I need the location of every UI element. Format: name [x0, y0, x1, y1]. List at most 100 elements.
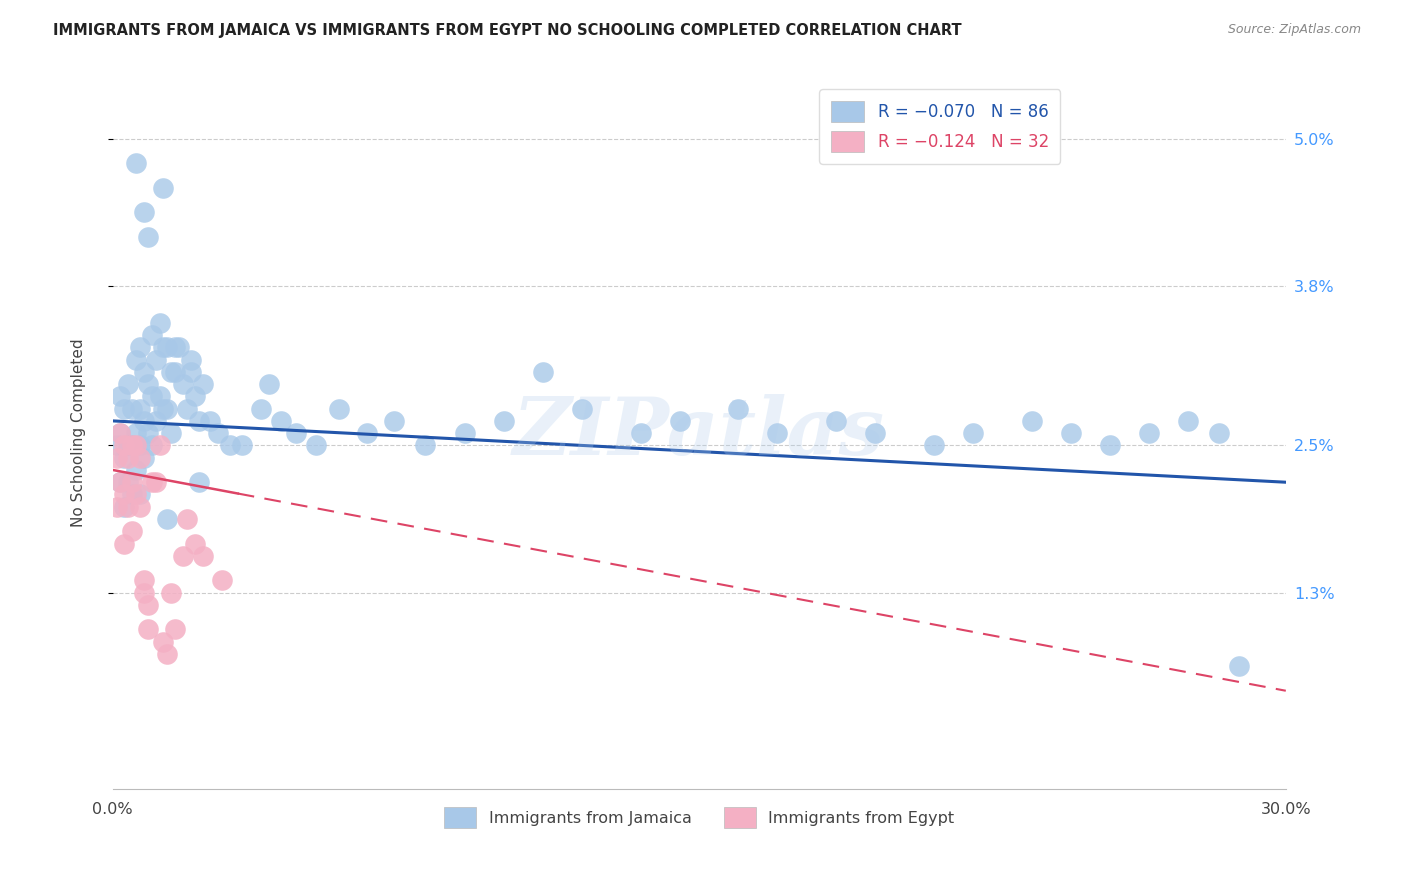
Point	[191, 549, 214, 563]
Point	[165, 340, 187, 354]
Point	[110, 475, 132, 490]
Point	[152, 181, 174, 195]
Point	[187, 414, 209, 428]
Point	[117, 500, 139, 514]
Point	[117, 377, 139, 392]
Point	[105, 500, 128, 514]
Point	[250, 401, 273, 416]
Point	[125, 352, 148, 367]
Point	[141, 389, 163, 403]
Point	[211, 574, 233, 588]
Point	[531, 365, 554, 379]
Point	[129, 340, 152, 354]
Point	[219, 438, 242, 452]
Point	[172, 549, 194, 563]
Point	[176, 512, 198, 526]
Point	[132, 450, 155, 465]
Point	[328, 401, 350, 416]
Point	[962, 426, 984, 441]
Point	[630, 426, 652, 441]
Point	[415, 438, 437, 452]
Point	[112, 500, 135, 514]
Point	[132, 205, 155, 219]
Point	[121, 475, 143, 490]
Point	[110, 426, 132, 441]
Point	[110, 389, 132, 403]
Point	[160, 426, 183, 441]
Point	[132, 574, 155, 588]
Point	[117, 475, 139, 490]
Point	[382, 414, 405, 428]
Point	[136, 598, 159, 612]
Point	[180, 365, 202, 379]
Point	[571, 401, 593, 416]
Point	[110, 426, 132, 441]
Point	[160, 365, 183, 379]
Point	[172, 377, 194, 392]
Point	[136, 623, 159, 637]
Point	[125, 426, 148, 441]
Point	[492, 414, 515, 428]
Point	[145, 414, 167, 428]
Point	[160, 585, 183, 599]
Point	[129, 487, 152, 501]
Point	[156, 340, 179, 354]
Text: ZIPatlas: ZIPatlas	[513, 394, 886, 472]
Point	[105, 450, 128, 465]
Point	[184, 536, 207, 550]
Point	[152, 634, 174, 648]
Point	[121, 438, 143, 452]
Point	[1021, 414, 1043, 428]
Text: IMMIGRANTS FROM JAMAICA VS IMMIGRANTS FROM EGYPT NO SCHOOLING COMPLETED CORRELAT: IMMIGRANTS FROM JAMAICA VS IMMIGRANTS FR…	[53, 23, 962, 38]
Point	[121, 524, 143, 539]
Point	[285, 426, 308, 441]
Point	[121, 487, 143, 501]
Point	[136, 230, 159, 244]
Point	[668, 414, 690, 428]
Point	[167, 340, 190, 354]
Point	[1060, 426, 1083, 441]
Point	[1098, 438, 1121, 452]
Point	[1208, 426, 1230, 441]
Point	[187, 475, 209, 490]
Point	[121, 438, 143, 452]
Legend: Immigrants from Jamaica, Immigrants from Egypt: Immigrants from Jamaica, Immigrants from…	[437, 801, 960, 834]
Point	[356, 426, 378, 441]
Point	[231, 438, 253, 452]
Point	[129, 450, 152, 465]
Point	[129, 500, 152, 514]
Point	[132, 585, 155, 599]
Point	[136, 426, 159, 441]
Point	[176, 401, 198, 416]
Point	[270, 414, 292, 428]
Point	[165, 365, 187, 379]
Point	[129, 438, 152, 452]
Point	[148, 316, 170, 330]
Point	[145, 352, 167, 367]
Point	[922, 438, 945, 452]
Point	[121, 401, 143, 416]
Point	[129, 401, 152, 416]
Point	[112, 438, 135, 452]
Point	[132, 414, 155, 428]
Point	[112, 536, 135, 550]
Point	[825, 414, 848, 428]
Point	[207, 426, 229, 441]
Point	[125, 438, 148, 452]
Point	[727, 401, 749, 416]
Point	[105, 438, 128, 452]
Point	[1227, 659, 1250, 673]
Point	[156, 512, 179, 526]
Point	[145, 475, 167, 490]
Point	[112, 487, 135, 501]
Point	[141, 475, 163, 490]
Point	[117, 450, 139, 465]
Point	[863, 426, 886, 441]
Point	[152, 401, 174, 416]
Point	[125, 156, 148, 170]
Point	[200, 414, 222, 428]
Point	[1137, 426, 1160, 441]
Point	[184, 389, 207, 403]
Point	[112, 401, 135, 416]
Point	[156, 647, 179, 661]
